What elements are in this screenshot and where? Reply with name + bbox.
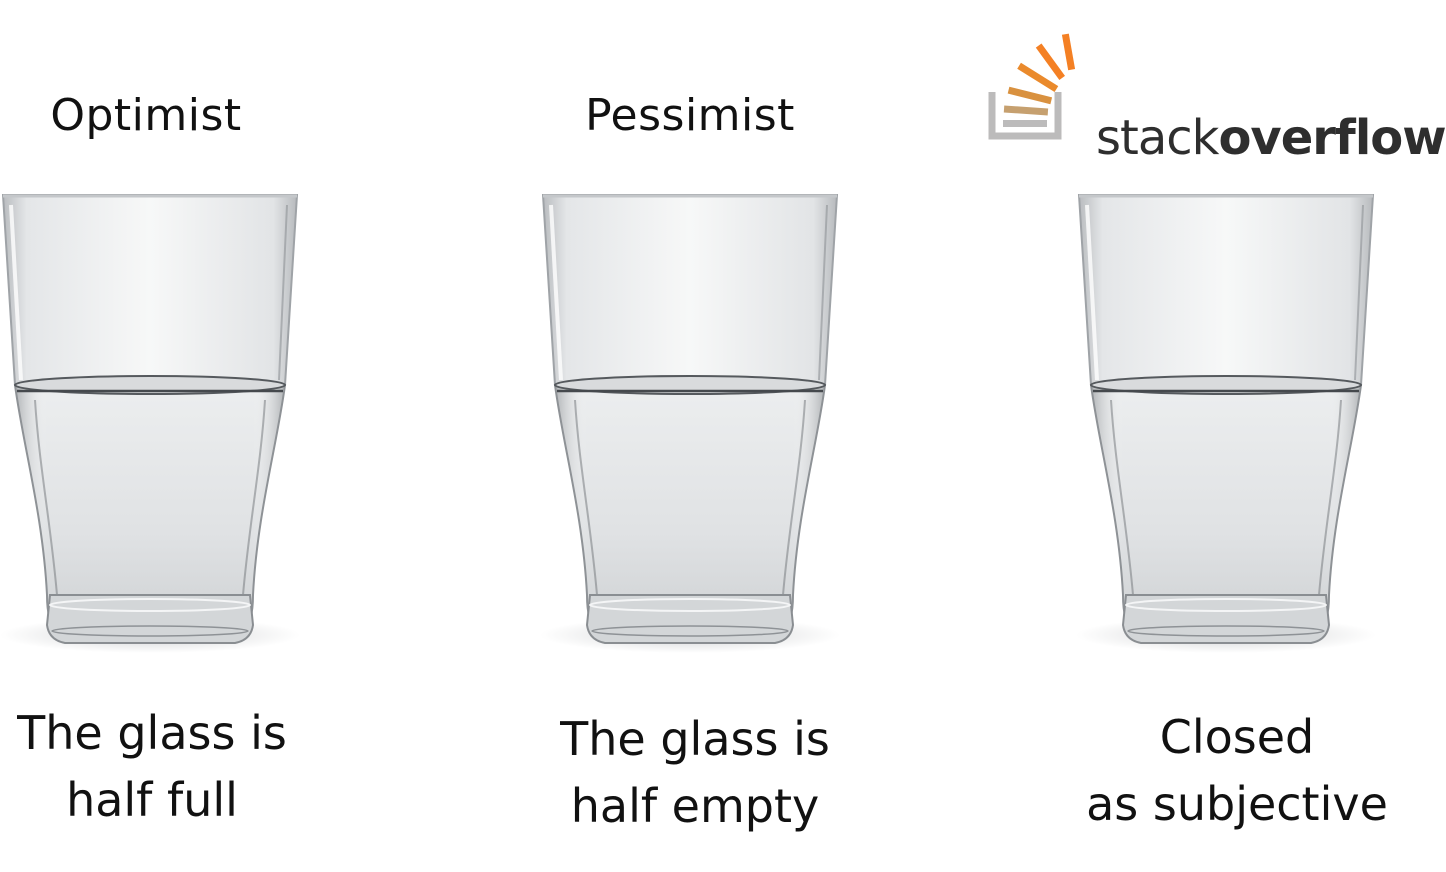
caption-line: Closed — [1159, 710, 1315, 764]
stackoverflow-panel: stackoverflow Closed as subjective — [964, 0, 1446, 872]
wordmark-stack: stack — [1096, 110, 1219, 166]
water-glass-icon — [0, 185, 305, 655]
stackoverflow-logo-icon — [988, 33, 1076, 140]
water-glass-icon — [1071, 185, 1381, 655]
caption-line: as subjective — [1086, 777, 1388, 831]
optimist-panel: Optimist The glass is half full — [0, 0, 482, 872]
pessimist-panel: Pessimist The glass is half empty — [482, 0, 964, 872]
optimist-heading: Optimist — [50, 90, 242, 141]
caption-line: The glass is — [17, 706, 287, 760]
caption-line: The glass is — [560, 712, 830, 766]
optimist-caption: The glass is half full — [0, 700, 304, 834]
pessimist-heading: Pessimist — [585, 90, 795, 141]
pessimist-caption: The glass is half empty — [540, 706, 850, 840]
water-glass-icon — [535, 185, 845, 655]
stackoverflow-wordmark: stackoverflow — [1096, 110, 1446, 166]
wordmark-overflow: overflow — [1218, 110, 1446, 166]
caption-line: half empty — [570, 779, 820, 833]
stackoverflow-logo: stackoverflow — [986, 22, 1446, 166]
stackoverflow-caption: Closed as subjective — [1072, 704, 1402, 838]
caption-line: half full — [66, 773, 238, 827]
